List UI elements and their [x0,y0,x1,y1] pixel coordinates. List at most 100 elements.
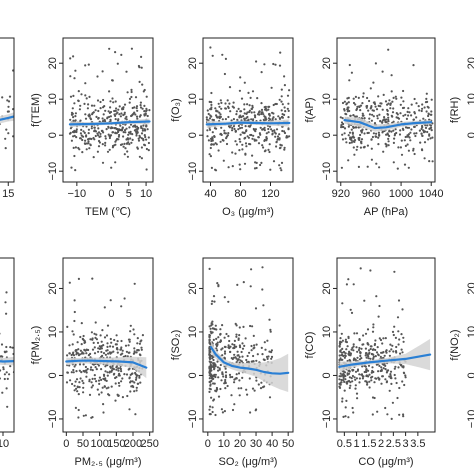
scatter-point [87,128,90,131]
scatter-point [341,353,344,356]
scatter-point [90,331,93,334]
scatter-point [280,88,283,91]
scatter-point [101,70,104,73]
scatter-point [339,349,342,352]
scatter-point [93,377,97,380]
scatter-point [80,371,83,374]
scatter-point [79,137,82,140]
scatter-point [113,338,116,342]
scatter-point [210,143,213,146]
scatter-point [123,153,126,156]
scatter-point [425,92,428,95]
scatter-point [96,341,100,344]
scatter-point [364,352,368,355]
smooth-fit-line [65,359,148,369]
scatter-point [421,107,424,110]
scatter-point [6,405,9,408]
scatter-point [90,386,93,389]
scatter-point [73,384,76,387]
scatter-point [415,102,418,105]
scatter-point [142,90,145,93]
scatter-point [223,382,226,385]
x-tick-label: 80 [234,188,246,200]
scatter-point [280,169,283,172]
scatter-point [70,139,73,142]
scatter-point [249,133,252,137]
scatter-point [79,377,82,380]
scatter-point [356,105,359,108]
x-tick-label: 0 [108,188,114,200]
scatter-point [103,306,106,309]
scatter-point [134,96,138,99]
scatter-point [400,333,403,336]
scatter-point [82,352,85,355]
scatter-point [287,102,290,105]
scatter-point [350,377,353,380]
scatter-point [371,366,374,369]
scatter-point [401,380,404,383]
scatter-point [91,338,94,341]
scatter-point [11,346,14,349]
scatter-point [76,352,80,355]
scatter-point [252,347,255,350]
scatter-point [265,136,268,139]
scatter-point [103,378,106,381]
scatter-point [99,100,102,104]
scatter-point [421,126,424,129]
scatter-point [348,376,351,379]
scatter-point [123,129,127,132]
scatter-point [246,393,249,396]
scatter-point [117,108,120,111]
scatter-point [354,370,358,373]
scatter-point [372,355,375,358]
scatter-point [208,377,211,380]
scatter-point [114,118,117,121]
scatter-point [243,81,246,84]
scatter-point [378,377,381,380]
scatter-point [219,132,222,135]
scatter-point [252,134,255,137]
scatter-point [138,115,141,118]
scatter-point [348,370,351,373]
scatter-point [105,387,108,390]
scatter-point [205,116,208,119]
scatter-point [378,364,381,367]
scatter-point [388,129,391,132]
scatter-point [386,109,389,112]
scatter-point [360,357,363,360]
scatter-point [209,155,212,158]
scatter-point [348,109,351,113]
scatter-point [243,162,247,165]
scatter-point [384,120,387,123]
scatter-point [238,326,241,329]
scatter-point [248,104,251,107]
scatter-point [378,337,381,340]
scatter-point [227,166,230,169]
scatter-point [341,397,344,400]
smooth-fit-line [343,118,433,130]
scatter-point [427,114,430,118]
scatter-point [83,341,86,344]
scatter-point [388,375,391,378]
scatter-point [72,135,75,138]
scatter-point [384,406,387,410]
scatter-point [85,142,89,145]
scatter-point [126,394,129,398]
scatter-point [249,324,252,328]
scatter-point [246,103,249,106]
scatter-point [345,283,348,286]
scatter-point [5,128,8,131]
scatter-point [102,411,105,414]
scatter-point [347,379,351,383]
scatter-point [358,339,361,342]
scatter-point [369,357,372,360]
scatter-point [429,137,432,140]
scatter-point [0,123,1,126]
scatter-point [148,109,151,112]
scatter-point [133,333,136,336]
scatter-point [259,387,263,390]
scatter-point [400,153,404,156]
scatter-point [225,332,228,336]
smooth-fit-line [209,346,290,375]
